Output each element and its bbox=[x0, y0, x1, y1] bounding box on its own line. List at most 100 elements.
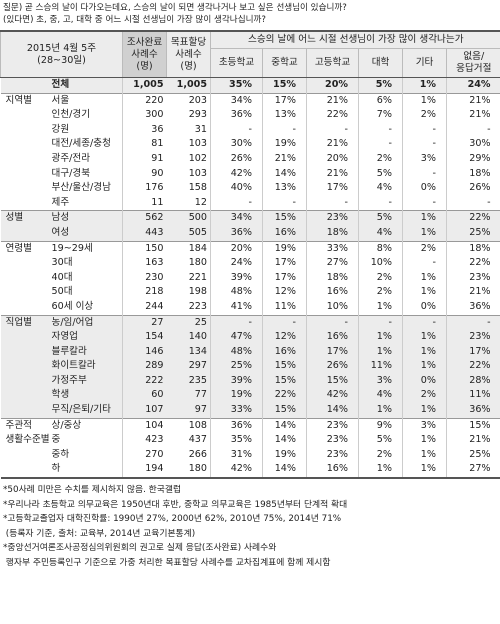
result-table: 2015년 4월 5주 (28~30일) 조사완료 사례수 (명) 목표할당 사례수 (명) 스… bbox=[0, 30, 500, 480]
target-header: 목표할당 사례수 (명) bbox=[166, 30, 211, 78]
data-row: 50대 218 198 48% 12% 16% 2% 1% 21% bbox=[1, 285, 500, 300]
question-line: 질문) 곧 스승의 날이 다가오는데요, 스승의 날이 되면 생각나거나 보고 … bbox=[3, 3, 347, 13]
cell: 22% bbox=[446, 256, 500, 271]
cell: 8% bbox=[358, 241, 403, 257]
group-section: 주관적 생활수준별 상/중상 104 108 36% 14% 23% 9% 3% 15% 중 423 43… bbox=[0, 418, 500, 479]
data-row: 부산/울산/경남 176 158 40% 13% 17% 4% 0% 26% bbox=[1, 181, 500, 196]
cell: 31% bbox=[210, 447, 263, 463]
cell: 23% bbox=[306, 447, 359, 463]
cell: 12 bbox=[194, 196, 208, 208]
cell: 10% bbox=[306, 299, 359, 315]
cell: 48% bbox=[210, 285, 263, 300]
cell: 443 bbox=[122, 225, 167, 242]
text-line: 사례수 bbox=[175, 48, 202, 60]
cell: 14% bbox=[262, 433, 307, 448]
cell: 15% bbox=[262, 373, 307, 389]
note: *고등학교졸업자 대학진학률: 1990년 27%, 2000년 62%, 20… bbox=[3, 514, 342, 525]
cell: - bbox=[358, 122, 403, 138]
cell: 23% bbox=[306, 433, 359, 448]
cell: 15% bbox=[262, 77, 307, 94]
text-line: 2015년 4월 5주 bbox=[26, 42, 97, 54]
text-line: (명) bbox=[180, 60, 197, 72]
text-line: 없음/ bbox=[463, 51, 485, 62]
cell: 34% bbox=[210, 210, 263, 226]
cell: 18% bbox=[446, 241, 500, 257]
row-label: 화이트칼라 bbox=[48, 359, 123, 374]
text-line: 목표할당 bbox=[170, 36, 207, 48]
cell: 21% bbox=[446, 108, 500, 123]
cell: 18% bbox=[306, 225, 359, 242]
row-label: 60세 이상 bbox=[51, 300, 94, 312]
cell: 3% bbox=[358, 373, 403, 389]
cell: 33% bbox=[210, 403, 263, 419]
question-line: (있다면) 초, 중, 고, 대학 중 어느 시절 선생님이 가장 많이 생각나… bbox=[3, 15, 266, 25]
note: (등록자 기준, 출처: 교육부, 2014년 교육기본통계) bbox=[3, 528, 196, 539]
cell: 39% bbox=[210, 270, 263, 286]
data-row: 하 194 180 42% 14% 16% 1% 1% 27% bbox=[1, 462, 500, 479]
cell: - bbox=[210, 122, 263, 138]
cell: 17% bbox=[262, 93, 307, 109]
cell: - bbox=[306, 195, 359, 211]
cell: 203 bbox=[188, 94, 208, 106]
cell: 22% bbox=[446, 359, 500, 374]
notes: *50사례 미만은 수치를 제시하지 않음. 한국갤럽 *우리나라 초등학교 의무… bbox=[0, 479, 500, 571]
group-label: 직업별 bbox=[0, 315, 49, 419]
cell: 23% bbox=[446, 270, 500, 286]
cell: 5% bbox=[358, 433, 403, 448]
cell: 6% bbox=[358, 93, 403, 109]
cell: 39% bbox=[210, 373, 263, 389]
cell: - bbox=[402, 256, 447, 271]
cell: 20% bbox=[210, 241, 263, 257]
cell: 14% bbox=[262, 462, 307, 479]
cell: 1% bbox=[402, 403, 447, 419]
cell: 1% bbox=[402, 77, 447, 94]
cell: 19% bbox=[262, 137, 307, 152]
cell: 19% bbox=[262, 241, 307, 257]
row-label: 강원 bbox=[51, 123, 70, 135]
cell: 48% bbox=[210, 344, 263, 360]
cell: 180 bbox=[188, 257, 208, 269]
cell: 27% bbox=[446, 462, 500, 479]
cell: 0% bbox=[402, 299, 447, 315]
data-row: 화이트칼라 289 297 25% 15% 26% 11% 1% 22% bbox=[1, 359, 500, 374]
cell: 11% bbox=[446, 388, 500, 404]
cell: - bbox=[446, 315, 500, 331]
cell: 35% bbox=[210, 433, 263, 448]
cell: 140 bbox=[166, 330, 211, 345]
group-label: 연령별 bbox=[1, 241, 49, 315]
text-line: 고등학교 bbox=[314, 57, 351, 68]
note: *중앙선거여론조사공정심의위원회의 권고로 실제 응답(조사완료) 사례수와 bbox=[3, 543, 277, 554]
cell: 437 bbox=[188, 434, 208, 446]
cell: 12% bbox=[262, 330, 307, 345]
cell: 2% bbox=[402, 241, 447, 257]
row-label: 대전/세종/충청 bbox=[51, 138, 111, 150]
cell: 1% bbox=[358, 330, 403, 345]
cell: 20% bbox=[306, 151, 359, 167]
row-label: 서울 bbox=[51, 94, 70, 106]
cell: 11 bbox=[122, 195, 167, 211]
cell: - bbox=[446, 122, 500, 138]
row-label: 30대 bbox=[51, 257, 73, 269]
cell: 10% bbox=[358, 256, 403, 271]
cell: 42% bbox=[210, 462, 263, 479]
cell: 16% bbox=[262, 225, 307, 242]
cell: 235 bbox=[166, 373, 211, 389]
cell: 11% bbox=[358, 359, 403, 374]
cell: 500 bbox=[166, 210, 211, 226]
cell: 30% bbox=[210, 137, 263, 152]
text-line: 연령별 bbox=[5, 242, 32, 254]
cell: 26% bbox=[210, 151, 263, 167]
cell: - bbox=[446, 195, 500, 211]
cell: 26% bbox=[446, 181, 500, 196]
cell: 17% bbox=[262, 270, 307, 286]
text-line: 사례수 bbox=[131, 48, 158, 60]
cell: 0% bbox=[402, 181, 447, 196]
cell: 154 bbox=[122, 330, 167, 345]
cell: 2% bbox=[402, 108, 447, 123]
row-label: 제주 bbox=[51, 196, 70, 208]
row-label: 광주/전라 bbox=[51, 152, 91, 164]
completed-header: 조사완료 사례수 (명) bbox=[122, 30, 167, 78]
data-row: 중하 270 266 31% 19% 23% 2% 1% 25% bbox=[1, 447, 500, 463]
cell: 289 bbox=[122, 359, 167, 374]
cell: - bbox=[358, 137, 403, 152]
